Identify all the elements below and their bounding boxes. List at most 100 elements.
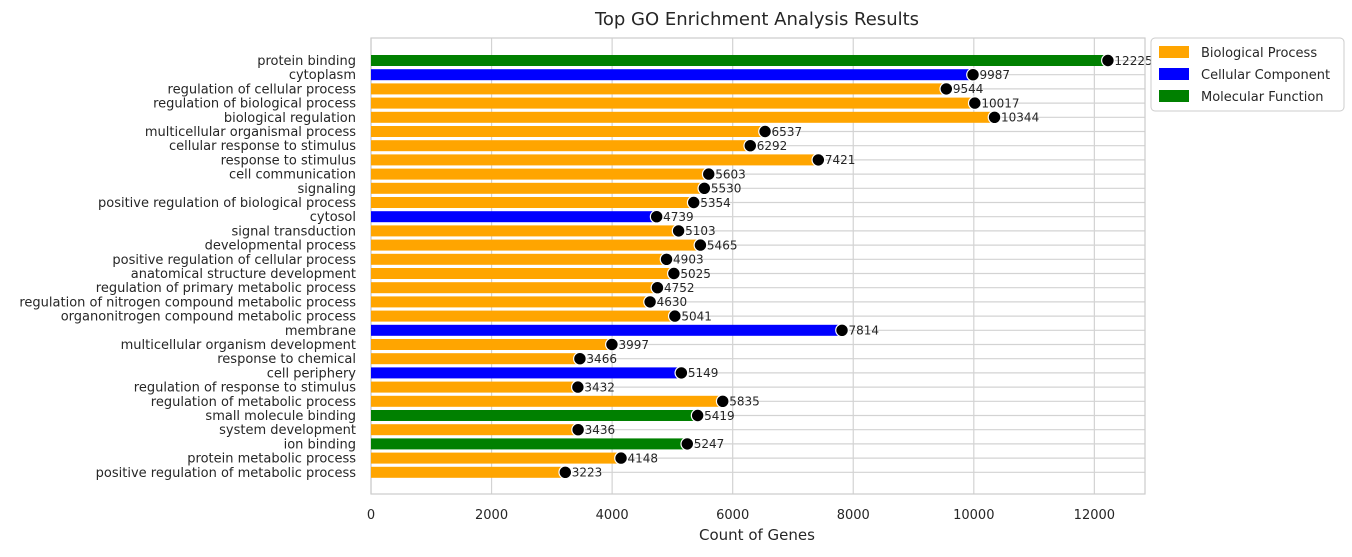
bar-value-label: 5465 — [707, 238, 738, 252]
bar-end-marker — [570, 380, 585, 395]
bar-end-marker — [571, 422, 586, 437]
bar-value-label: 3997 — [618, 338, 649, 352]
bar — [371, 182, 705, 194]
bar-end-marker — [690, 408, 705, 423]
bar — [371, 168, 709, 180]
bar-value-label: 5603 — [715, 167, 746, 181]
bar-end-marker — [667, 309, 682, 324]
y-tick-label: cell communication — [229, 168, 356, 183]
bar — [371, 381, 578, 393]
y-tick-label: regulation of primary metabolic process — [96, 281, 356, 296]
bar — [371, 197, 694, 208]
y-tick-label: response to stimulus — [221, 153, 357, 168]
bar-end-marker — [680, 437, 695, 451]
y-tick-label: cytoplasm — [289, 68, 356, 83]
bar-value-label: 6292 — [757, 139, 788, 153]
bar-end-marker — [939, 81, 954, 96]
legend-swatch — [1159, 46, 1189, 58]
bar — [371, 239, 701, 251]
bar-value-label: 9987 — [980, 68, 1011, 82]
bar — [371, 69, 974, 81]
bar-end-marker — [758, 124, 772, 139]
legend-swatch — [1159, 68, 1189, 80]
bar-value-label: 7814 — [849, 324, 880, 338]
bar-end-marker — [605, 337, 619, 352]
legend: Biological Process Cellular Component Mole… — [1150, 37, 1345, 112]
bar — [371, 452, 622, 464]
bar — [371, 282, 658, 294]
bar-value-label: 5149 — [688, 366, 719, 380]
bar-end-marker — [671, 223, 686, 238]
bar-value-label: 5419 — [704, 409, 735, 423]
bar — [371, 140, 751, 152]
bar-end-marker — [966, 67, 980, 82]
y-tick-label: cellular response to stimulus — [169, 139, 356, 154]
y-tick-label: cytosol — [310, 210, 356, 225]
y-tick-label: organonitrogen compound metabolic proces… — [61, 310, 357, 325]
y-tick-label: anatomical structure development — [131, 267, 356, 282]
bar-end-marker — [649, 209, 664, 224]
bar-value-label: 5041 — [681, 309, 712, 323]
y-tick-label: protein binding — [257, 54, 356, 69]
x-tick-label: 0 — [367, 508, 375, 523]
bar-end-marker — [693, 238, 708, 253]
y-tick-label: membrane — [285, 324, 356, 339]
bar-end-marker — [1101, 53, 1115, 68]
marker-layer — [558, 53, 1115, 480]
y-tick-label: protein metabolic process — [187, 452, 356, 467]
bar — [371, 466, 566, 478]
bar-value-label: 4630 — [657, 295, 688, 309]
x-axis-label: Count of Genes — [699, 526, 815, 544]
bar — [371, 253, 667, 265]
bar — [371, 438, 688, 450]
bar-value-label: 3223 — [572, 466, 603, 480]
bar-value-label: 5103 — [685, 224, 716, 238]
bar-end-marker — [967, 96, 982, 110]
x-tick-label: 8000 — [837, 508, 870, 523]
bar-layer — [371, 55, 1108, 478]
legend-frame — [1150, 37, 1345, 112]
bar-end-marker — [573, 351, 587, 366]
bar — [371, 211, 657, 223]
y-tick-label: multicellular organismal process — [145, 125, 356, 140]
chart-title: Top GO Enrichment Analysis Results — [594, 9, 919, 30]
bar-value-label: 10344 — [1001, 111, 1039, 125]
x-tick-label: 6000 — [716, 508, 749, 523]
y-tick-label: small molecule binding — [205, 409, 356, 424]
y-tick-label: ion binding — [284, 437, 356, 452]
bar — [371, 111, 995, 123]
y-tick-label: multicellular organism development — [121, 338, 356, 353]
bar — [371, 225, 679, 237]
bar-end-marker — [686, 195, 701, 210]
bar — [371, 126, 766, 137]
bar-end-marker — [743, 138, 758, 153]
y-tick-label: system development — [219, 423, 356, 438]
x-tick-label: 12000 — [1074, 508, 1115, 523]
legend-swatch — [1159, 90, 1189, 102]
bar-value-label: 5025 — [680, 267, 711, 281]
bar-end-marker — [701, 167, 716, 182]
y-tick-label: regulation of metabolic process — [151, 395, 356, 410]
bar — [371, 395, 723, 407]
bar — [371, 324, 843, 336]
legend-label: Cellular Component — [1201, 68, 1330, 83]
bar-end-marker — [667, 266, 681, 281]
y-tick-label: regulation of cellular process — [168, 82, 357, 97]
bar — [371, 268, 674, 279]
bar-end-marker — [987, 110, 1002, 125]
y-tick-label: biological regulation — [224, 111, 356, 126]
bar — [371, 410, 698, 421]
y-tick-label: regulation of biological process — [153, 97, 356, 112]
bar — [371, 55, 1108, 66]
bar-value-label: 5835 — [729, 395, 760, 409]
bar-value-label: 10017 — [981, 96, 1019, 110]
bar-value-label: 7421 — [825, 153, 856, 167]
bar-end-marker — [697, 181, 712, 196]
x-tick-label-layer: 0 2000 4000 6000 8000 10000 12000 — [367, 508, 1115, 523]
bar — [371, 367, 682, 379]
bar-end-marker — [614, 451, 628, 466]
bar-value-label: 3466 — [586, 352, 617, 366]
